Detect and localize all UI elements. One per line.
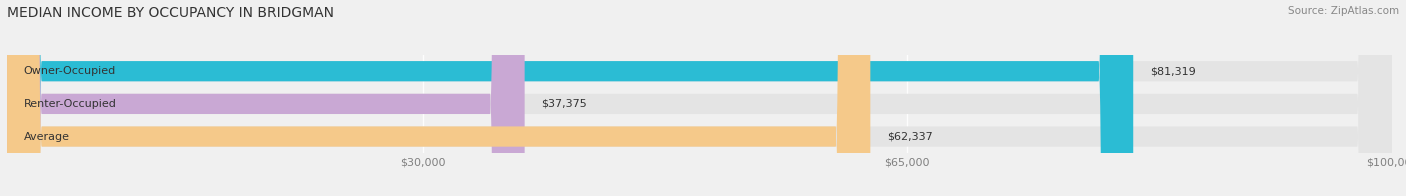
Text: $81,319: $81,319 [1150, 66, 1195, 76]
Text: MEDIAN INCOME BY OCCUPANCY IN BRIDGMAN: MEDIAN INCOME BY OCCUPANCY IN BRIDGMAN [7, 6, 335, 20]
Text: Renter-Occupied: Renter-Occupied [24, 99, 117, 109]
FancyBboxPatch shape [7, 0, 1392, 196]
Text: Source: ZipAtlas.com: Source: ZipAtlas.com [1288, 6, 1399, 16]
FancyBboxPatch shape [7, 0, 1133, 196]
Text: Average: Average [24, 132, 70, 142]
Text: $37,375: $37,375 [541, 99, 588, 109]
FancyBboxPatch shape [7, 0, 1392, 196]
Text: Owner-Occupied: Owner-Occupied [24, 66, 115, 76]
FancyBboxPatch shape [7, 0, 524, 196]
Text: $62,337: $62,337 [887, 132, 932, 142]
FancyBboxPatch shape [7, 0, 870, 196]
FancyBboxPatch shape [7, 0, 1392, 196]
